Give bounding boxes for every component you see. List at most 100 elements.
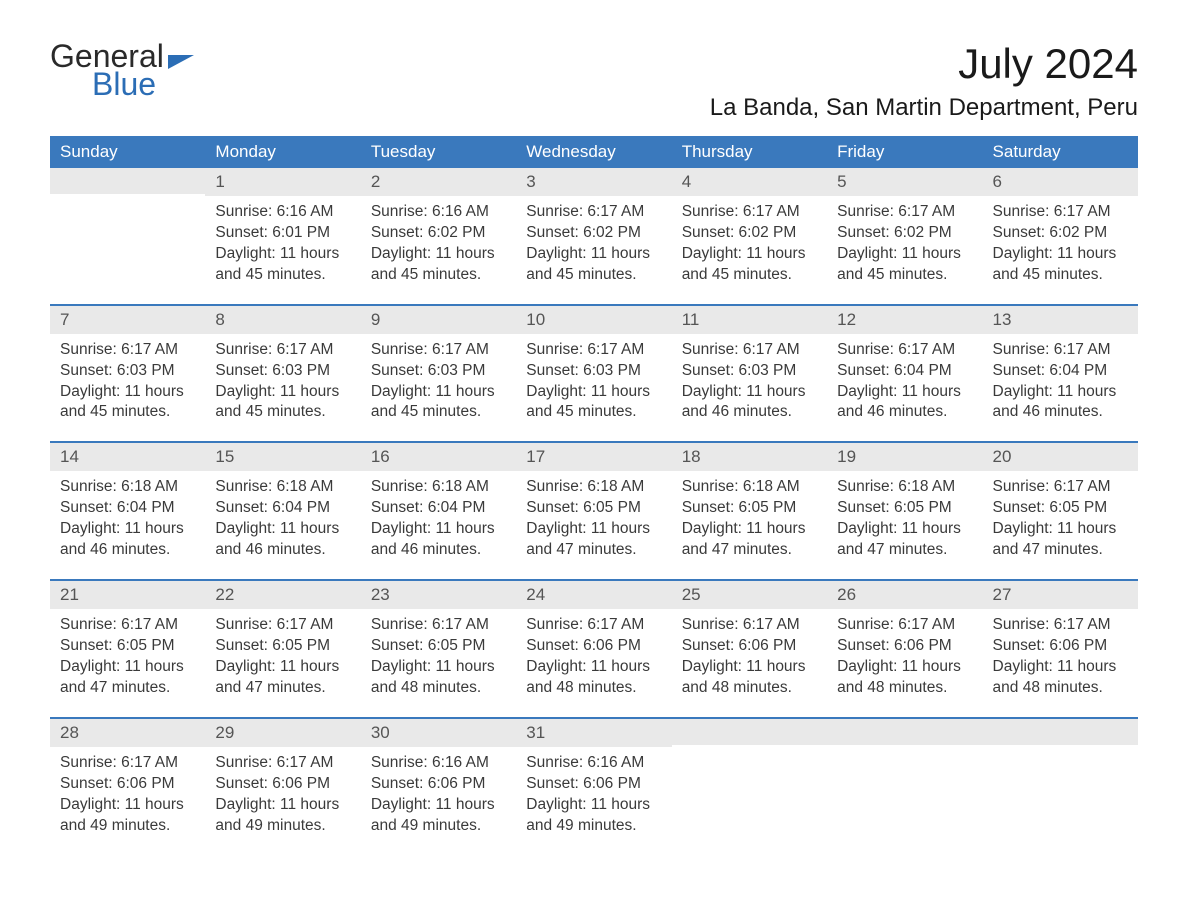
day-number: 27: [983, 581, 1138, 609]
day-cell: 1Sunrise: 6:16 AMSunset: 6:01 PMDaylight…: [205, 168, 360, 305]
day-number: 22: [205, 581, 360, 609]
day-details: Sunrise: 6:18 AMSunset: 6:04 PMDaylight:…: [50, 471, 205, 561]
sunset-line: Sunset: 6:05 PM: [60, 636, 195, 657]
day-cell: 31Sunrise: 6:16 AMSunset: 6:06 PMDayligh…: [516, 718, 671, 855]
logo: General Blue: [50, 40, 194, 100]
sunrise-line: Sunrise: 6:17 AM: [682, 202, 817, 223]
day-cell: 18Sunrise: 6:18 AMSunset: 6:05 PMDayligh…: [672, 442, 827, 580]
day-details: Sunrise: 6:17 AMSunset: 6:06 PMDaylight:…: [516, 609, 671, 699]
daylight-line: Daylight: 11 hours and 47 minutes.: [993, 519, 1128, 561]
day-number: 3: [516, 168, 671, 196]
sunset-line: Sunset: 6:03 PM: [371, 361, 506, 382]
day-cell: 6Sunrise: 6:17 AMSunset: 6:02 PMDaylight…: [983, 168, 1138, 305]
day-number: 6: [983, 168, 1138, 196]
sunset-line: Sunset: 6:04 PM: [371, 498, 506, 519]
week-row: 21Sunrise: 6:17 AMSunset: 6:05 PMDayligh…: [50, 580, 1138, 718]
daylight-line: Daylight: 11 hours and 46 minutes.: [215, 519, 350, 561]
sunrise-line: Sunrise: 6:18 AM: [215, 477, 350, 498]
sunrise-line: Sunrise: 6:17 AM: [837, 202, 972, 223]
week-row: 7Sunrise: 6:17 AMSunset: 6:03 PMDaylight…: [50, 305, 1138, 443]
sunset-line: Sunset: 6:05 PM: [682, 498, 817, 519]
day-number: 11: [672, 306, 827, 334]
week-row: 14Sunrise: 6:18 AMSunset: 6:04 PMDayligh…: [50, 442, 1138, 580]
day-number: 19: [827, 443, 982, 471]
daylight-line: Daylight: 11 hours and 46 minutes.: [993, 382, 1128, 424]
sunrise-line: Sunrise: 6:17 AM: [371, 615, 506, 636]
day-cell: 27Sunrise: 6:17 AMSunset: 6:06 PMDayligh…: [983, 580, 1138, 718]
day-details: Sunrise: 6:18 AMSunset: 6:04 PMDaylight:…: [361, 471, 516, 561]
daylight-line: Daylight: 11 hours and 47 minutes.: [526, 519, 661, 561]
week-row: 1Sunrise: 6:16 AMSunset: 6:01 PMDaylight…: [50, 168, 1138, 305]
sunset-line: Sunset: 6:06 PM: [60, 774, 195, 795]
day-number: 2: [361, 168, 516, 196]
sunrise-line: Sunrise: 6:16 AM: [526, 753, 661, 774]
day-details: Sunrise: 6:17 AMSunset: 6:03 PMDaylight:…: [50, 334, 205, 424]
daylight-line: Daylight: 11 hours and 48 minutes.: [526, 657, 661, 699]
sunset-line: Sunset: 6:03 PM: [60, 361, 195, 382]
sunset-line: Sunset: 6:05 PM: [993, 498, 1128, 519]
day-cell: 22Sunrise: 6:17 AMSunset: 6:05 PMDayligh…: [205, 580, 360, 718]
daylight-line: Daylight: 11 hours and 45 minutes.: [371, 244, 506, 286]
sunrise-line: Sunrise: 6:17 AM: [215, 340, 350, 361]
sunrise-line: Sunrise: 6:17 AM: [215, 753, 350, 774]
day-details: Sunrise: 6:17 AMSunset: 6:05 PMDaylight:…: [205, 609, 360, 699]
sunrise-line: Sunrise: 6:17 AM: [837, 340, 972, 361]
sunrise-line: Sunrise: 6:18 AM: [526, 477, 661, 498]
day-details: Sunrise: 6:17 AMSunset: 6:04 PMDaylight:…: [827, 334, 982, 424]
day-cell: 9Sunrise: 6:17 AMSunset: 6:03 PMDaylight…: [361, 305, 516, 443]
sunset-line: Sunset: 6:06 PM: [993, 636, 1128, 657]
header: General Blue July 2024 La Banda, San Mar…: [50, 40, 1138, 128]
sunset-line: Sunset: 6:02 PM: [993, 223, 1128, 244]
day-details: Sunrise: 6:17 AMSunset: 6:05 PMDaylight:…: [983, 471, 1138, 561]
day-number: [827, 719, 982, 745]
daylight-line: Daylight: 11 hours and 45 minutes.: [371, 382, 506, 424]
daylight-line: Daylight: 11 hours and 45 minutes.: [526, 244, 661, 286]
day-number: 10: [516, 306, 671, 334]
day-cell: 16Sunrise: 6:18 AMSunset: 6:04 PMDayligh…: [361, 442, 516, 580]
day-details: Sunrise: 6:16 AMSunset: 6:06 PMDaylight:…: [361, 747, 516, 837]
day-number: 8: [205, 306, 360, 334]
sunrise-line: Sunrise: 6:17 AM: [993, 477, 1128, 498]
day-number: 30: [361, 719, 516, 747]
day-number: [983, 719, 1138, 745]
sunset-line: Sunset: 6:06 PM: [837, 636, 972, 657]
day-details: Sunrise: 6:17 AMSunset: 6:02 PMDaylight:…: [672, 196, 827, 286]
daylight-line: Daylight: 11 hours and 47 minutes.: [215, 657, 350, 699]
day-details: Sunrise: 6:17 AMSunset: 6:06 PMDaylight:…: [983, 609, 1138, 699]
sunset-line: Sunset: 6:06 PM: [682, 636, 817, 657]
day-cell: 17Sunrise: 6:18 AMSunset: 6:05 PMDayligh…: [516, 442, 671, 580]
day-details: Sunrise: 6:17 AMSunset: 6:02 PMDaylight:…: [516, 196, 671, 286]
day-cell: 2Sunrise: 6:16 AMSunset: 6:02 PMDaylight…: [361, 168, 516, 305]
daylight-line: Daylight: 11 hours and 48 minutes.: [371, 657, 506, 699]
day-number: 9: [361, 306, 516, 334]
day-details: Sunrise: 6:17 AMSunset: 6:03 PMDaylight:…: [361, 334, 516, 424]
day-details: Sunrise: 6:17 AMSunset: 6:03 PMDaylight:…: [672, 334, 827, 424]
sunrise-line: Sunrise: 6:18 AM: [682, 477, 817, 498]
sunset-line: Sunset: 6:03 PM: [682, 361, 817, 382]
sunrise-line: Sunrise: 6:17 AM: [526, 340, 661, 361]
day-number: [50, 168, 205, 194]
day-cell: 20Sunrise: 6:17 AMSunset: 6:05 PMDayligh…: [983, 442, 1138, 580]
day-number: 13: [983, 306, 1138, 334]
sunset-line: Sunset: 6:02 PM: [526, 223, 661, 244]
day-number: 24: [516, 581, 671, 609]
sunset-line: Sunset: 6:05 PM: [215, 636, 350, 657]
day-details: Sunrise: 6:18 AMSunset: 6:05 PMDaylight:…: [672, 471, 827, 561]
daylight-line: Daylight: 11 hours and 45 minutes.: [215, 382, 350, 424]
sunset-line: Sunset: 6:05 PM: [526, 498, 661, 519]
location-subtitle: La Banda, San Martin Department, Peru: [710, 94, 1138, 122]
daylight-line: Daylight: 11 hours and 45 minutes.: [682, 244, 817, 286]
sunrise-line: Sunrise: 6:17 AM: [526, 202, 661, 223]
day-number: [672, 719, 827, 745]
day-number: 4: [672, 168, 827, 196]
day-details: Sunrise: 6:17 AMSunset: 6:06 PMDaylight:…: [827, 609, 982, 699]
sunrise-line: Sunrise: 6:16 AM: [215, 202, 350, 223]
day-details: Sunrise: 6:18 AMSunset: 6:04 PMDaylight:…: [205, 471, 360, 561]
day-number: 23: [361, 581, 516, 609]
logo-word-2: Blue: [92, 68, 194, 100]
day-header: Tuesday: [361, 136, 516, 168]
day-details: Sunrise: 6:17 AMSunset: 6:02 PMDaylight:…: [827, 196, 982, 286]
day-cell: [983, 718, 1138, 855]
sunset-line: Sunset: 6:04 PM: [60, 498, 195, 519]
day-details: Sunrise: 6:17 AMSunset: 6:06 PMDaylight:…: [672, 609, 827, 699]
